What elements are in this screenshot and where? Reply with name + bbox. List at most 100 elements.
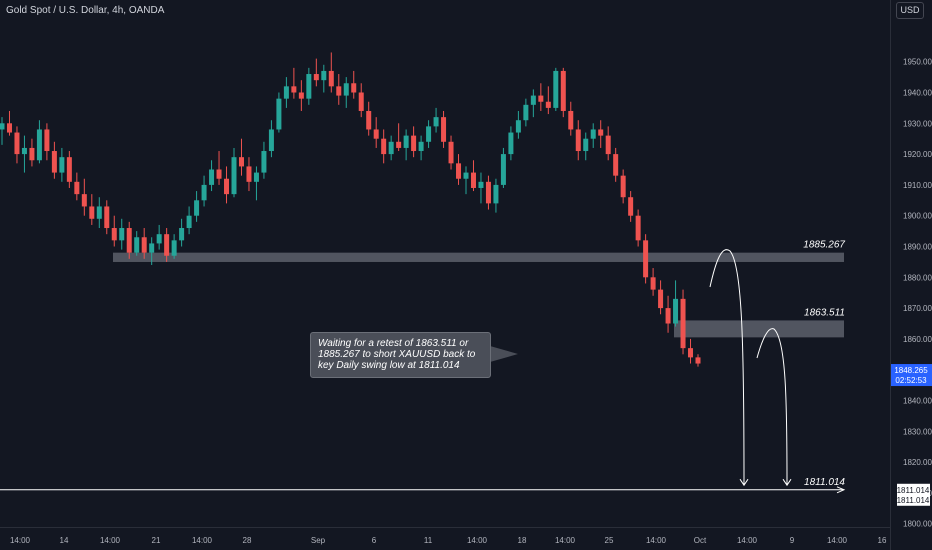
candle-body bbox=[553, 70, 559, 108]
candle-body bbox=[680, 298, 686, 349]
candle-body bbox=[545, 101, 551, 108]
candle-body bbox=[605, 135, 611, 155]
candle bbox=[209, 160, 215, 192]
candle bbox=[66, 151, 72, 188]
time-tick-label: 14:00 bbox=[100, 536, 121, 545]
candle-body bbox=[373, 129, 379, 139]
candle-body bbox=[343, 83, 349, 96]
candle bbox=[179, 218, 185, 247]
candle-body bbox=[650, 277, 656, 290]
zone-1885-rect bbox=[113, 252, 844, 262]
candle bbox=[231, 147, 237, 198]
annotation-callout-pointer bbox=[490, 346, 518, 362]
currency-button[interactable]: USD bbox=[896, 2, 924, 19]
candle-body bbox=[456, 163, 462, 179]
candle bbox=[388, 135, 394, 161]
candle-body bbox=[643, 240, 649, 278]
candle-body bbox=[620, 175, 626, 198]
time-tick-label: 14:00 bbox=[737, 536, 758, 545]
price-tick-label: 1820.00 bbox=[903, 458, 932, 467]
candle-body bbox=[313, 74, 319, 81]
candle bbox=[44, 123, 50, 161]
candle bbox=[448, 135, 454, 170]
time-tick-label: 14:00 bbox=[555, 536, 576, 545]
price-tick-label: 1890.00 bbox=[903, 243, 932, 252]
candle-body bbox=[126, 228, 132, 253]
candle bbox=[628, 191, 634, 222]
candle-body bbox=[358, 92, 364, 111]
candle bbox=[553, 67, 559, 111]
candle bbox=[336, 74, 342, 105]
candle-body bbox=[104, 206, 110, 229]
time-tick-label: 6 bbox=[372, 536, 377, 545]
candle bbox=[568, 101, 574, 136]
candle bbox=[485, 175, 491, 210]
time-tick-label: 14:00 bbox=[467, 536, 488, 545]
annotation-callout[interactable]: Waiting for a retest of 1863.511 or 1885… bbox=[310, 332, 491, 378]
candle-body bbox=[51, 151, 57, 173]
price-tick-label: 1940.00 bbox=[903, 89, 932, 98]
candle bbox=[590, 123, 596, 148]
time-tick-label: 16 bbox=[878, 536, 887, 545]
candle-body bbox=[411, 135, 417, 152]
candle bbox=[156, 224, 162, 250]
candle-body bbox=[74, 181, 80, 195]
candle bbox=[530, 89, 536, 118]
candle bbox=[351, 70, 357, 99]
candle-body bbox=[426, 126, 432, 142]
candle bbox=[261, 141, 267, 179]
candle-body bbox=[530, 95, 536, 105]
candle-body bbox=[224, 178, 230, 195]
candle bbox=[59, 147, 65, 182]
candle-body bbox=[29, 147, 35, 161]
time-tick-label: 14:00 bbox=[10, 536, 31, 545]
candle-body bbox=[149, 243, 155, 253]
candle bbox=[96, 197, 102, 229]
candle bbox=[598, 120, 604, 148]
candle bbox=[253, 166, 259, 201]
candle-body bbox=[590, 129, 596, 139]
candle-body bbox=[283, 86, 289, 99]
price-tick-label: 1930.00 bbox=[903, 119, 932, 128]
candle-body bbox=[470, 172, 476, 188]
candle bbox=[164, 228, 170, 262]
candle bbox=[658, 280, 664, 315]
candle-body bbox=[508, 132, 514, 155]
candle-body bbox=[171, 240, 177, 256]
candle bbox=[238, 138, 244, 176]
candle bbox=[36, 120, 42, 164]
candle bbox=[328, 52, 334, 93]
candle-body bbox=[306, 74, 312, 99]
candle-body bbox=[613, 154, 619, 176]
candle-body bbox=[658, 289, 664, 309]
time-tick-label: 18 bbox=[518, 536, 527, 545]
candle bbox=[500, 147, 506, 188]
time-tick-label: 14:00 bbox=[827, 536, 848, 545]
candle bbox=[688, 338, 694, 364]
candle bbox=[104, 200, 110, 235]
level-label-1885: 1885.267 bbox=[803, 240, 845, 251]
candle bbox=[201, 175, 207, 207]
candle-body bbox=[695, 357, 701, 364]
price-tick-label: 1910.00 bbox=[903, 181, 932, 190]
candle-body bbox=[44, 129, 50, 152]
candle-body bbox=[141, 237, 147, 253]
projection-arrow-2-head bbox=[782, 478, 792, 487]
projection-arrow-1 bbox=[709, 249, 745, 486]
candle bbox=[620, 169, 626, 204]
candle-body bbox=[298, 92, 304, 99]
candle bbox=[246, 157, 252, 192]
time-tick-label: 14 bbox=[60, 536, 69, 545]
candle-body bbox=[201, 184, 207, 201]
candle bbox=[276, 92, 282, 133]
candle bbox=[403, 129, 409, 161]
candle bbox=[291, 67, 297, 99]
price-tick-label: 1950.00 bbox=[903, 58, 932, 67]
candle bbox=[268, 120, 274, 158]
time-tick-label: Oct bbox=[694, 536, 707, 545]
candle-body bbox=[36, 129, 42, 161]
candle-body bbox=[673, 298, 679, 324]
level-price-tag-value-1: 1811.014 bbox=[897, 486, 930, 495]
candle-body bbox=[336, 86, 342, 96]
